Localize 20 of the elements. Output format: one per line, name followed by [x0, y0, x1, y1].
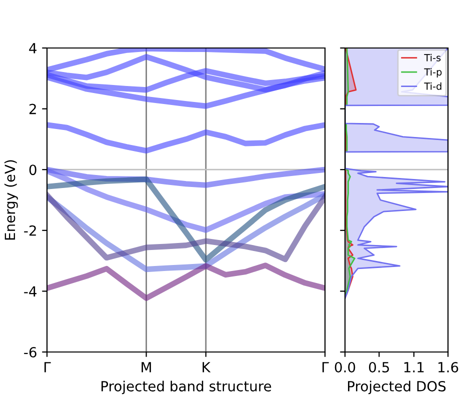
legend-label: Ti-p: [424, 68, 442, 78]
x-axis-title: Projected band structure: [102, 380, 272, 394]
y-tick-label: 2: [29, 104, 36, 114]
y-tick-label: -2: [24, 225, 36, 236]
x-tick-label: 0.5: [368, 362, 389, 372]
x-tick-label: Γ: [44, 362, 51, 372]
x-tick-label: 1.6: [438, 362, 458, 372]
legend-label: Ti-s: [424, 54, 441, 62]
x-tick-label: K: [202, 362, 211, 372]
legend-label: Ti-d: [424, 82, 442, 90]
y-tick-label: -6: [24, 346, 36, 358]
x-tick-label: Γ: [322, 362, 329, 372]
x-tick-label: M: [142, 362, 151, 372]
x-tick-label: 1.1: [404, 362, 424, 372]
y-tick-label: -4: [24, 286, 36, 296]
x-tick-label: 0.0: [334, 362, 356, 372]
y-tick-label: 4: [29, 43, 36, 54]
y-axis-title: Energy (eV): [4, 160, 18, 240]
y-tick-label: 0: [29, 164, 36, 176]
x-axis-title: Projected DOS: [348, 380, 446, 394]
